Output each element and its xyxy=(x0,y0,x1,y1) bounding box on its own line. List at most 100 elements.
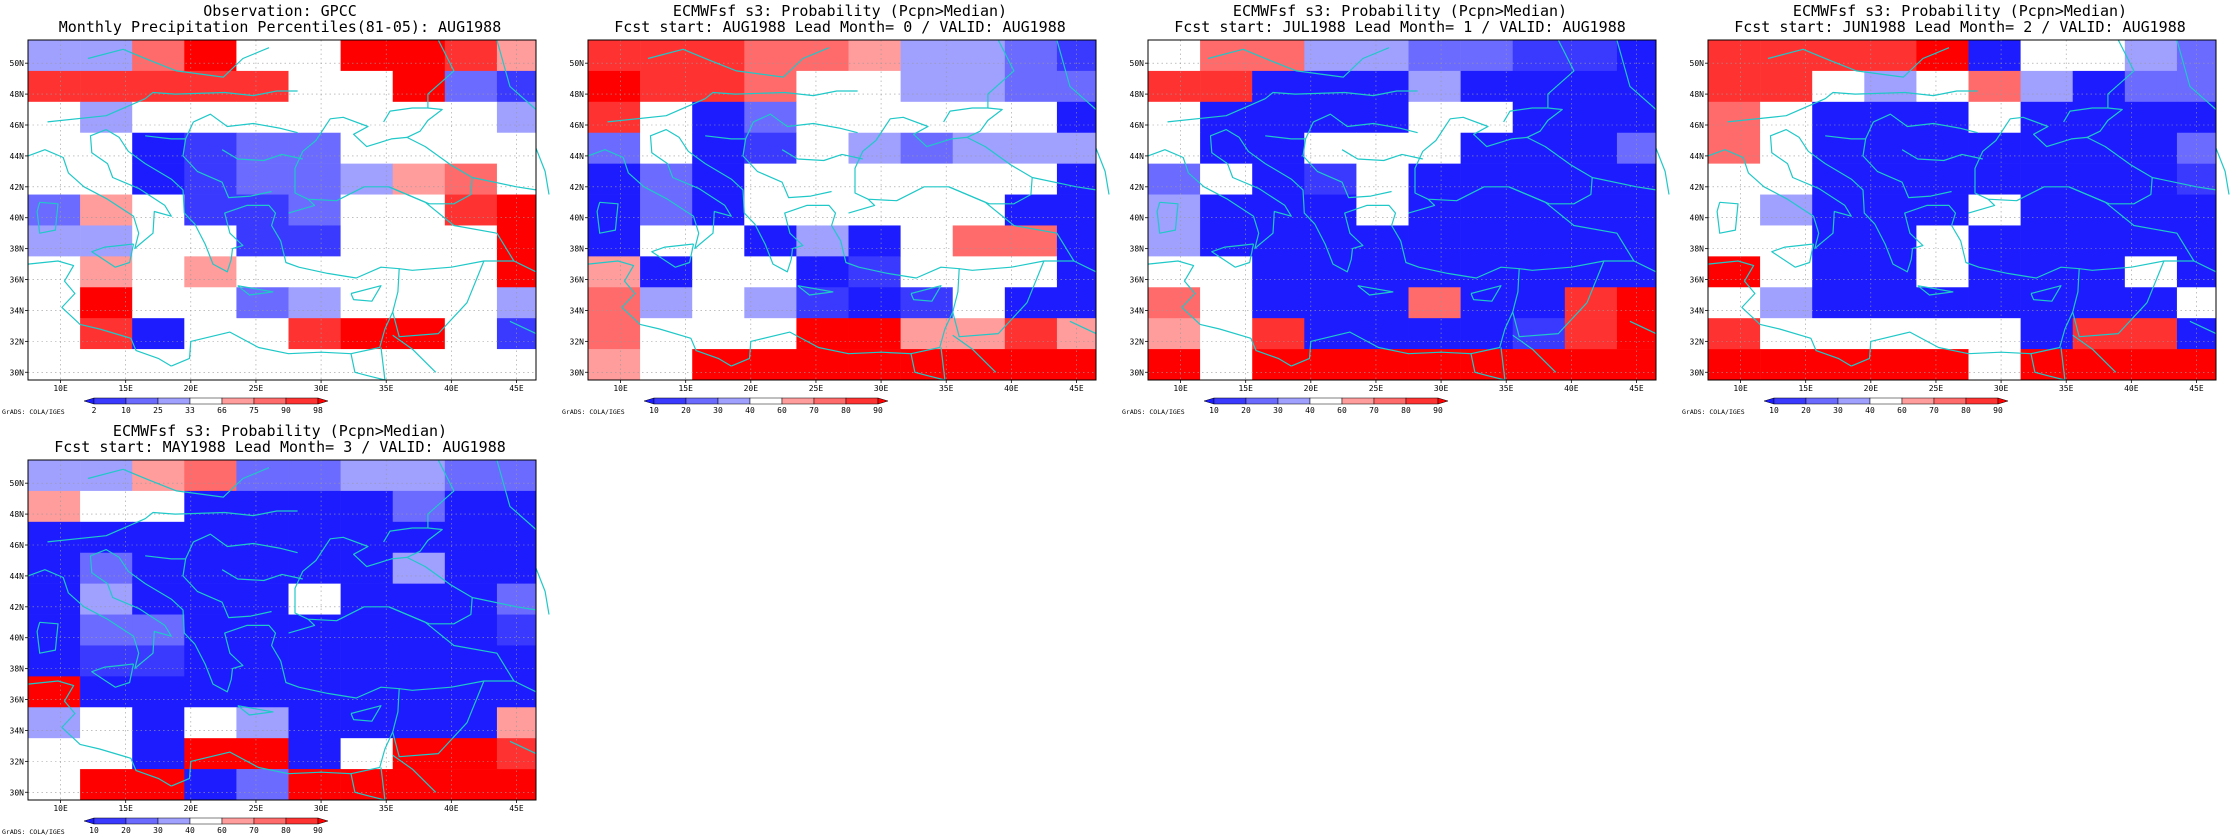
data-cell xyxy=(236,676,289,708)
data-cell xyxy=(1512,132,1566,164)
data-cell xyxy=(1708,163,1761,195)
colorbar-segment xyxy=(221,397,255,405)
coastline xyxy=(1069,320,1097,335)
data-cell xyxy=(1304,163,1357,195)
coastline xyxy=(2193,260,2217,273)
data-cell xyxy=(132,583,185,615)
data-cell xyxy=(340,163,394,195)
data-cell xyxy=(444,40,498,72)
data-cell xyxy=(340,132,394,164)
coastline xyxy=(1616,39,1657,110)
data-cell xyxy=(28,583,81,615)
lon-label: 40E xyxy=(1564,384,1579,393)
data-cell xyxy=(744,256,797,288)
data-cell xyxy=(1916,349,1969,381)
lat-label: 44N xyxy=(1690,152,1705,161)
lon-label: 40E xyxy=(444,804,459,813)
data-cell xyxy=(80,132,133,164)
data-cell xyxy=(236,318,289,350)
data-cell xyxy=(2072,163,2126,195)
colorbar-label: 80 xyxy=(1401,406,1411,415)
data-cell xyxy=(900,194,954,226)
lat-label: 40N xyxy=(10,214,25,223)
data-cell xyxy=(1148,70,1201,103)
data-cell xyxy=(132,318,185,350)
lon-label: 35E xyxy=(939,384,954,393)
data-cell xyxy=(288,256,341,288)
coastline xyxy=(47,90,298,123)
data-cell xyxy=(28,101,81,134)
data-cell xyxy=(444,70,498,103)
data-cell xyxy=(1460,132,1514,164)
coastline xyxy=(392,680,485,758)
data-cell xyxy=(1968,101,2021,134)
data-cell xyxy=(1864,194,1917,226)
coastline xyxy=(647,47,830,78)
data-cell xyxy=(744,349,797,381)
data-cell xyxy=(340,490,394,523)
data-cell xyxy=(288,521,341,554)
data-cell xyxy=(28,490,81,523)
lon-label: 30E xyxy=(1434,384,1449,393)
probability-map: 30N 32N 34N 36N 38N 40N 42N 44N 46N 48N 50N 10E 15E 2… xyxy=(2,459,550,836)
data-cell xyxy=(692,101,745,134)
data-cell xyxy=(236,552,289,584)
coastline xyxy=(1917,285,1954,296)
data-cell xyxy=(640,287,693,319)
data-cell xyxy=(1916,256,1969,288)
data-cell xyxy=(28,460,81,492)
coastline xyxy=(27,549,400,787)
colorbar-label: 60 xyxy=(1337,406,1347,415)
data-cell xyxy=(1616,287,1657,319)
data-cell xyxy=(236,583,289,615)
coastline xyxy=(350,705,382,722)
data-cell xyxy=(2124,40,2178,72)
data-cell xyxy=(900,40,954,72)
data-cell xyxy=(80,490,133,523)
data-cell xyxy=(1356,132,1409,164)
coastline xyxy=(1968,116,2153,214)
coastline xyxy=(2107,39,2135,108)
data-cell xyxy=(184,132,237,164)
coastline xyxy=(587,129,960,367)
data-cell xyxy=(2020,287,2074,319)
data-cell xyxy=(496,707,537,739)
coastline xyxy=(797,285,834,296)
data-cell xyxy=(1252,318,1305,350)
lat-label: 40N xyxy=(1690,214,1705,223)
data-cell xyxy=(2020,194,2074,226)
lon-label: 10E xyxy=(613,384,628,393)
data-cell xyxy=(744,163,797,195)
data-cell xyxy=(184,318,237,350)
data-cell xyxy=(848,70,901,103)
data-cell xyxy=(1616,225,1657,257)
panel-subtitle: Fcst start: AUG1988 Lead Month= 0 / VALI… xyxy=(614,18,1066,36)
data-cell xyxy=(1200,70,1253,103)
lat-label: 44N xyxy=(1130,152,1145,161)
data-cell xyxy=(184,349,237,381)
data-cell xyxy=(288,645,341,677)
precip-map: 30N 32N 34N 36N 38N 40N 42N 44N 46N 48N 50N 10E 15E 2… xyxy=(2,39,550,416)
data-cell xyxy=(692,349,745,381)
data-cell xyxy=(132,101,185,134)
data-cell xyxy=(1408,101,1461,134)
data-cell xyxy=(952,132,1006,164)
data-cell xyxy=(340,552,394,584)
coastline xyxy=(1357,285,1394,296)
data-cell xyxy=(1304,40,1357,72)
data-cell xyxy=(2020,225,2074,257)
lon-label: 45E xyxy=(509,804,524,813)
data-cell xyxy=(288,287,341,319)
data-cell xyxy=(1460,101,1514,134)
map-frame xyxy=(27,39,537,381)
data-cell xyxy=(236,132,289,164)
coastline xyxy=(1032,176,1097,191)
data-cell xyxy=(1760,132,1813,164)
data-cell xyxy=(1564,101,1618,134)
data-cell xyxy=(1760,318,1813,350)
data-cell xyxy=(132,70,185,103)
data-cell xyxy=(132,490,185,523)
lat-label: 34N xyxy=(570,306,585,315)
data-cell xyxy=(900,101,954,134)
coastline xyxy=(1313,113,1418,134)
